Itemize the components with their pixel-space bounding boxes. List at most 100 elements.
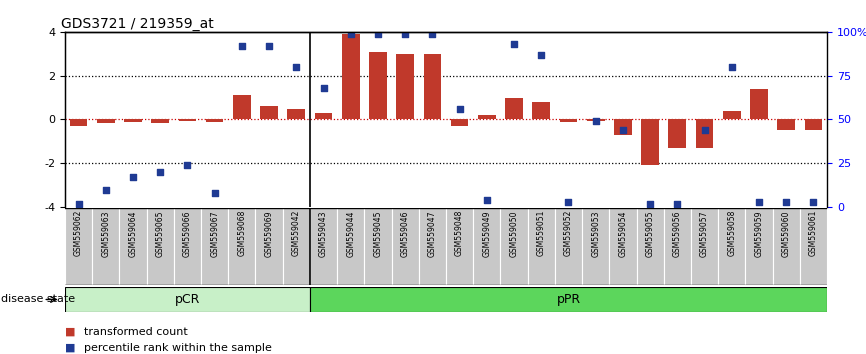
Bar: [772, 208, 800, 285]
Bar: [805, 120, 822, 130]
Point: [752, 199, 766, 205]
Point: [153, 169, 167, 175]
Bar: [446, 208, 473, 285]
Point: [507, 41, 521, 47]
Point: [72, 201, 86, 206]
Point: [425, 31, 439, 36]
Bar: [527, 208, 555, 285]
Point: [534, 52, 548, 57]
Bar: [391, 208, 419, 285]
Point: [589, 118, 603, 124]
Text: pCR: pCR: [175, 293, 200, 306]
Bar: [778, 120, 795, 130]
Text: GSM559049: GSM559049: [482, 210, 491, 257]
Text: GSM559068: GSM559068: [237, 210, 246, 257]
Text: GSM559059: GSM559059: [754, 210, 764, 257]
Bar: [555, 208, 582, 285]
Text: GSM559063: GSM559063: [101, 210, 110, 257]
Bar: [695, 120, 714, 148]
Bar: [637, 208, 663, 285]
Bar: [478, 115, 495, 120]
Point: [779, 199, 793, 205]
Point: [180, 162, 194, 168]
Bar: [582, 208, 610, 285]
Text: GSM559043: GSM559043: [319, 210, 328, 257]
Bar: [365, 208, 391, 285]
Text: GSM559054: GSM559054: [618, 210, 627, 257]
Bar: [314, 113, 333, 120]
Text: GSM559056: GSM559056: [673, 210, 682, 257]
Point: [806, 199, 820, 205]
Point: [262, 43, 276, 49]
Bar: [337, 208, 365, 285]
Point: [643, 201, 657, 206]
Text: GSM559044: GSM559044: [346, 210, 355, 257]
Text: GSM559045: GSM559045: [373, 210, 383, 257]
Point: [208, 190, 222, 196]
Bar: [800, 208, 827, 285]
Bar: [69, 120, 87, 126]
Text: percentile rank within the sample: percentile rank within the sample: [84, 343, 272, 353]
Bar: [310, 287, 827, 312]
Text: pPR: pPR: [556, 293, 580, 306]
Bar: [201, 208, 229, 285]
Text: GSM559060: GSM559060: [782, 210, 791, 257]
Bar: [229, 208, 255, 285]
Point: [453, 106, 467, 112]
Text: GSM559046: GSM559046: [401, 210, 410, 257]
Point: [398, 31, 412, 36]
Text: transformed count: transformed count: [84, 327, 188, 337]
Bar: [505, 98, 523, 120]
Bar: [233, 95, 251, 120]
Text: GSM559057: GSM559057: [700, 210, 709, 257]
Bar: [178, 120, 197, 121]
Text: GSM559065: GSM559065: [156, 210, 165, 257]
Bar: [65, 287, 310, 312]
Text: GSM559064: GSM559064: [128, 210, 138, 257]
Bar: [663, 208, 691, 285]
Bar: [97, 120, 114, 123]
Text: GSM559067: GSM559067: [210, 210, 219, 257]
Text: GSM559061: GSM559061: [809, 210, 818, 257]
Bar: [641, 120, 659, 165]
Bar: [120, 208, 146, 285]
Bar: [718, 208, 746, 285]
Point: [289, 64, 303, 70]
Text: GSM559050: GSM559050: [509, 210, 519, 257]
Point: [561, 199, 575, 205]
Point: [317, 85, 331, 91]
Text: GSM559042: GSM559042: [292, 210, 301, 257]
Point: [371, 31, 385, 36]
Bar: [146, 208, 174, 285]
Text: GSM559062: GSM559062: [74, 210, 83, 257]
Bar: [587, 120, 604, 121]
Text: GSM559069: GSM559069: [265, 210, 274, 257]
Text: GSM559052: GSM559052: [564, 210, 573, 257]
Text: GSM559047: GSM559047: [428, 210, 436, 257]
Bar: [419, 208, 446, 285]
Bar: [746, 208, 772, 285]
Text: GSM559053: GSM559053: [591, 210, 600, 257]
Point: [99, 187, 113, 193]
Bar: [533, 102, 550, 120]
Point: [480, 197, 494, 203]
Bar: [206, 120, 223, 122]
Text: GSM559048: GSM559048: [456, 210, 464, 257]
Text: disease state: disease state: [1, 295, 75, 304]
Bar: [65, 208, 92, 285]
Point: [344, 31, 358, 36]
Point: [126, 175, 140, 180]
Point: [698, 127, 712, 133]
Bar: [92, 208, 120, 285]
Point: [235, 43, 249, 49]
Bar: [614, 120, 631, 135]
Text: GSM559066: GSM559066: [183, 210, 192, 257]
Bar: [260, 106, 278, 120]
Text: GSM559055: GSM559055: [646, 210, 655, 257]
Bar: [310, 208, 337, 285]
Bar: [501, 208, 527, 285]
Text: ■: ■: [65, 343, 75, 353]
Text: GDS3721 / 219359_at: GDS3721 / 219359_at: [61, 17, 214, 31]
Bar: [369, 52, 387, 120]
Text: ■: ■: [65, 327, 75, 337]
